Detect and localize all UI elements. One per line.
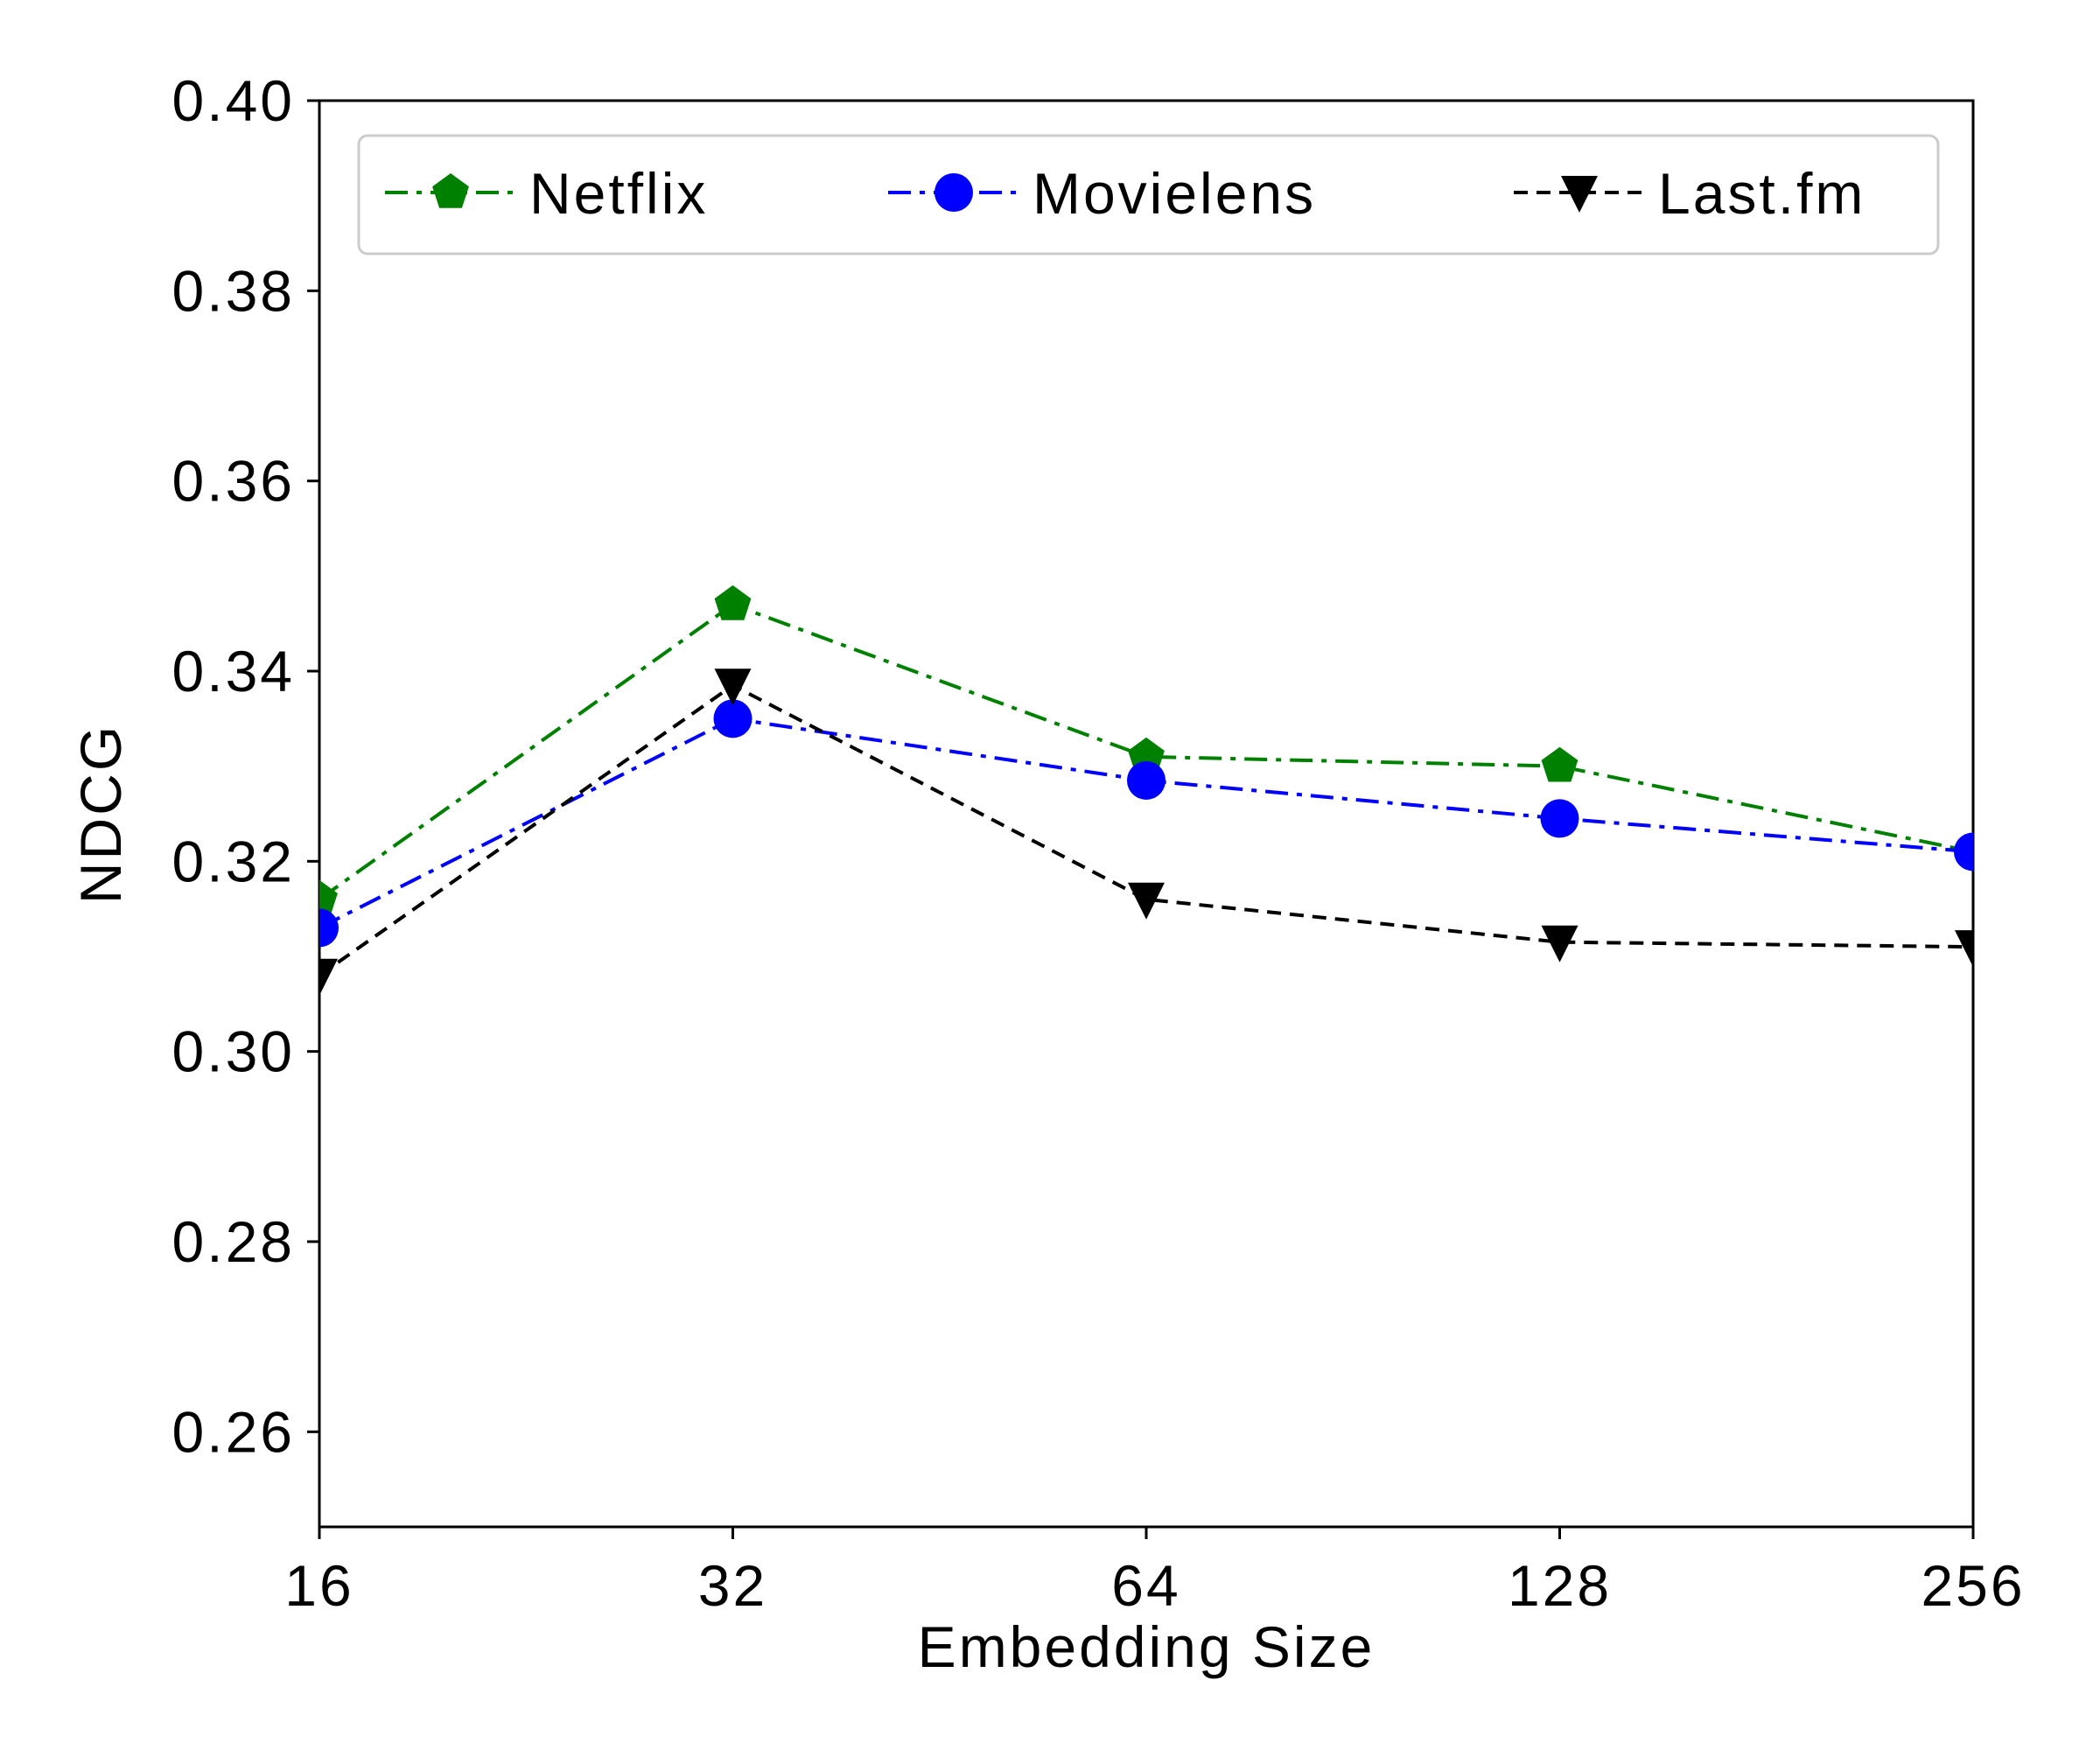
legend-marker-movielens	[934, 173, 973, 212]
legend: Netflix Movielens Last.fm	[357, 134, 1940, 256]
y-tick-label: 0.30	[172, 1019, 295, 1084]
x-tick-label: 128	[1508, 1553, 1612, 1618]
legend-label-last-fm: Last.fm	[1658, 161, 1866, 226]
data-point-last-fm	[1128, 882, 1165, 920]
data-point-movielens	[713, 699, 752, 738]
data-point-last-fm	[714, 668, 752, 706]
data-point-last-fm	[1541, 925, 1578, 962]
series-layer	[319, 584, 1973, 996]
x-tick-label: 256	[1921, 1553, 2025, 1618]
x-tick-label: 32	[698, 1553, 767, 1618]
series-movielens	[319, 699, 1973, 948]
data-point-movielens	[319, 908, 339, 948]
legend-label-movielens: Movielens	[1032, 161, 1316, 226]
x-tick-label: 16	[284, 1553, 354, 1618]
series-line-netflix	[319, 602, 1973, 901]
plot-frame	[318, 99, 1975, 1529]
data-point-movielens	[1540, 799, 1579, 838]
data-point-netflix	[319, 879, 338, 915]
data-point-movielens	[1127, 760, 1166, 800]
y-tick-label: 0.40	[172, 68, 295, 133]
data-point-movielens	[1954, 832, 1973, 872]
y-tick-label: 0.28	[172, 1209, 295, 1274]
y-tick-label: 0.34	[172, 639, 295, 704]
legend-frame	[357, 134, 1940, 256]
legend-marker-netflix	[432, 173, 469, 208]
x-tick-label: 64	[1111, 1553, 1180, 1618]
series-last-fm	[319, 668, 1973, 996]
y-axis-label: NDCG	[68, 724, 133, 904]
y-tick-label: 0.36	[172, 449, 295, 514]
data-point-last-fm	[319, 958, 338, 996]
data-point-netflix	[1541, 746, 1578, 782]
y-tick-label: 0.26	[172, 1399, 295, 1464]
data-point-last-fm	[1955, 930, 1973, 968]
data-point-netflix	[714, 584, 752, 620]
y-tick-label: 0.32	[172, 829, 295, 893]
x-axis: 16 32 64 128 256	[284, 1527, 2025, 1618]
x-axis-label: Embedding Size	[918, 1614, 1376, 1679]
y-tick-label: 0.38	[172, 258, 295, 323]
legend-marker-last-fm	[1561, 176, 1598, 213]
y-axis: 0.26 0.28 0.30 0.32 0.34 0.36 0.38 0.40	[172, 68, 319, 1464]
legend-label-netflix: Netflix	[529, 161, 708, 226]
series-netflix	[319, 584, 1973, 915]
